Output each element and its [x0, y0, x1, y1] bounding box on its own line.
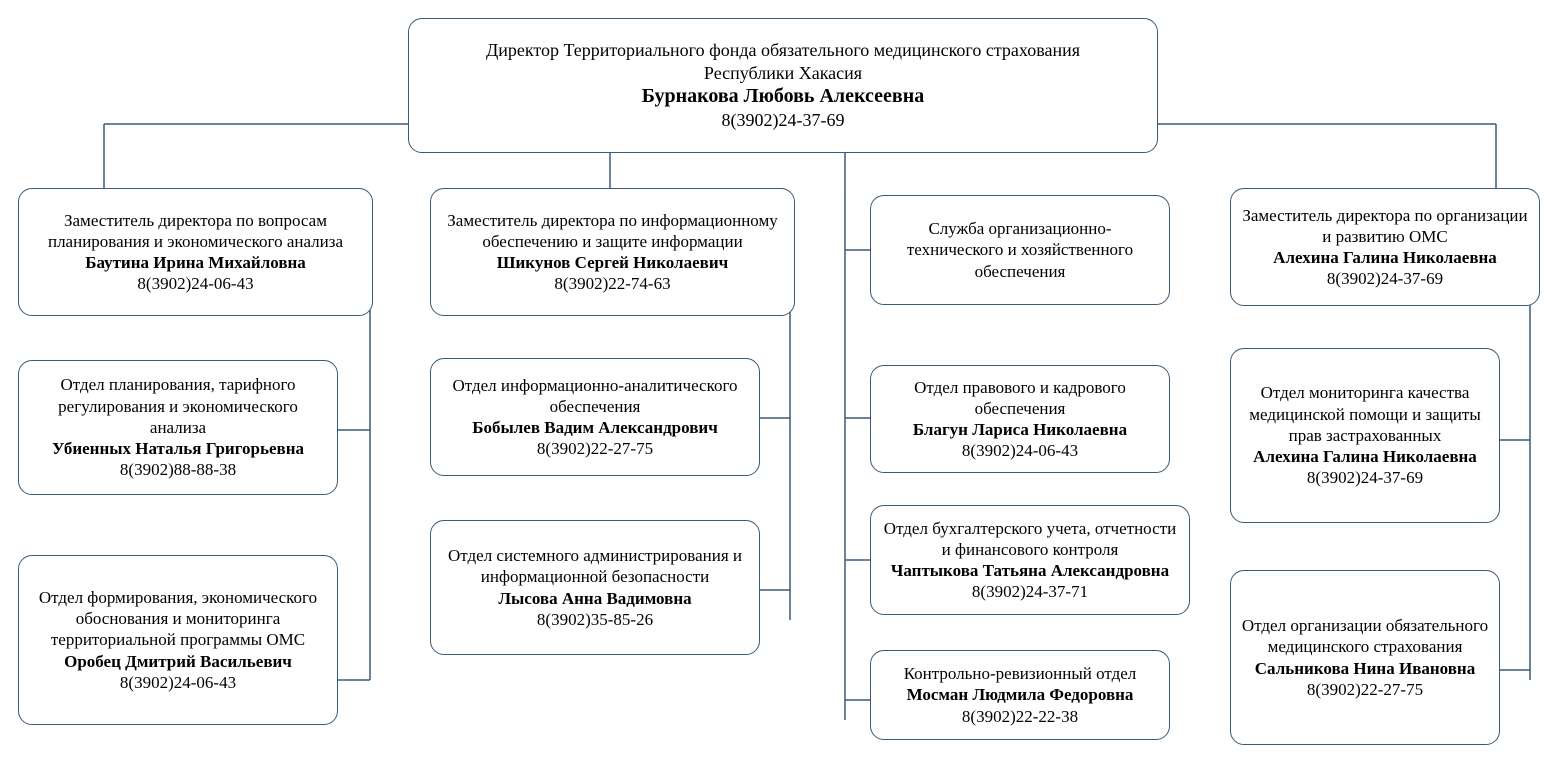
dept-accounting-name: Чаптыкова Татьяна Александровна	[891, 560, 1169, 581]
dept-oms-organization-name: Сальникова Нина Ивановна	[1255, 658, 1475, 679]
node-dept-quality-monitoring: Отдел мониторинга качества медицинской п…	[1230, 348, 1500, 523]
dept-oms-program-phone: 8(3902)24-06-43	[120, 672, 236, 693]
dept-accounting-title: Отдел бухгалтерского учета, отчетности и…	[881, 518, 1179, 561]
dept-audit-name: Мосман Людмила Федоровна	[907, 684, 1134, 705]
node-dept-accounting: Отдел бухгалтерского учета, отчетности и…	[870, 505, 1190, 615]
node-dept-info-analytics: Отдел информационно-аналитического обесп…	[430, 358, 760, 476]
dept-quality-monitoring-name: Алехина Галина Николаевна	[1253, 446, 1477, 467]
deputy-it-phone: 8(3902)22-74-63	[554, 273, 670, 294]
dept-legal-hr-title: Отдел правового и кадрового обеспечения	[881, 377, 1159, 420]
dept-legal-hr-name: Благун Лариса Николаевна	[913, 419, 1127, 440]
director-title-l2: Республики Хакасия	[704, 62, 862, 85]
deputy-oms-title: Заместитель директора по организации и р…	[1241, 205, 1529, 248]
node-dept-oms-program: Отдел формирования, экономического обосн…	[18, 555, 338, 725]
node-deputy-planning: Заместитель директора по вопросам планир…	[18, 188, 373, 316]
node-dept-audit: Контрольно-ревизионный отдел Мосман Людм…	[870, 650, 1170, 740]
node-dept-legal-hr: Отдел правового и кадрового обеспечения …	[870, 365, 1170, 473]
dept-info-analytics-phone: 8(3902)22-27-75	[537, 438, 653, 459]
dept-quality-monitoring-phone: 8(3902)24-37-69	[1307, 467, 1423, 488]
dept-quality-monitoring-title: Отдел мониторинга качества медицинской п…	[1241, 382, 1489, 446]
dept-accounting-phone: 8(3902)24-37-71	[972, 581, 1088, 602]
dept-audit-title: Контрольно-ревизионный отдел	[904, 663, 1137, 684]
dept-oms-organization-phone: 8(3902)22-27-75	[1307, 679, 1423, 700]
deputy-it-name: Шикунов Сергей Николаевич	[497, 252, 728, 273]
node-service-orgtech: Служба организационно-технического и хоз…	[870, 195, 1170, 305]
node-dept-oms-organization: Отдел организации обязательного медицинс…	[1230, 570, 1500, 745]
service-orgtech-title: Служба организационно-технического и хоз…	[881, 218, 1159, 282]
director-title-l1: Директор Территориального фонда обязател…	[486, 39, 1080, 62]
node-dept-planning-tariff: Отдел планирования, тарифного регулирова…	[18, 360, 338, 495]
dept-planning-tariff-title: Отдел планирования, тарифного регулирова…	[29, 374, 327, 438]
node-deputy-oms: Заместитель директора по организации и р…	[1230, 188, 1540, 306]
dept-oms-organization-title: Отдел организации обязательного медицинс…	[1241, 615, 1489, 658]
deputy-planning-phone: 8(3902)24-06-43	[137, 273, 253, 294]
node-deputy-it: Заместитель директора по информационному…	[430, 188, 795, 316]
deputy-planning-title: Заместитель директора по вопросам планир…	[29, 210, 362, 253]
dept-info-analytics-name: Бобылев Вадим Александрович	[472, 417, 718, 438]
dept-oms-program-title: Отдел формирования, экономического обосн…	[29, 587, 327, 651]
deputy-oms-phone: 8(3902)24-37-69	[1327, 268, 1443, 289]
dept-sysadmin-title: Отдел системного администрирования и инф…	[441, 545, 749, 588]
node-dept-sysadmin: Отдел системного администрирования и инф…	[430, 520, 760, 655]
director-name: Бурнакова Любовь Алексеевна	[642, 84, 925, 109]
deputy-oms-name: Алехина Галина Николаевна	[1273, 247, 1497, 268]
dept-sysadmin-phone: 8(3902)35-85-26	[537, 609, 653, 630]
dept-sysadmin-name: Лысова Анна Вадимовна	[498, 588, 691, 609]
deputy-planning-name: Баутина Ирина Михайловна	[85, 252, 306, 273]
dept-planning-tariff-phone: 8(3902)88-88-38	[120, 459, 236, 480]
node-director: Директор Территориального фонда обязател…	[408, 18, 1158, 153]
dept-oms-program-name: Оробец Дмитрий Васильевич	[64, 651, 292, 672]
deputy-it-title: Заместитель директора по информационному…	[441, 210, 784, 253]
dept-legal-hr-phone: 8(3902)24-06-43	[962, 440, 1078, 461]
dept-planning-tariff-name: Убиенных Наталья Григорьевна	[52, 438, 304, 459]
dept-audit-phone: 8(3902)22-22-38	[962, 706, 1078, 727]
director-phone: 8(3902)24-37-69	[722, 109, 845, 132]
dept-info-analytics-title: Отдел информационно-аналитического обесп…	[441, 375, 749, 418]
